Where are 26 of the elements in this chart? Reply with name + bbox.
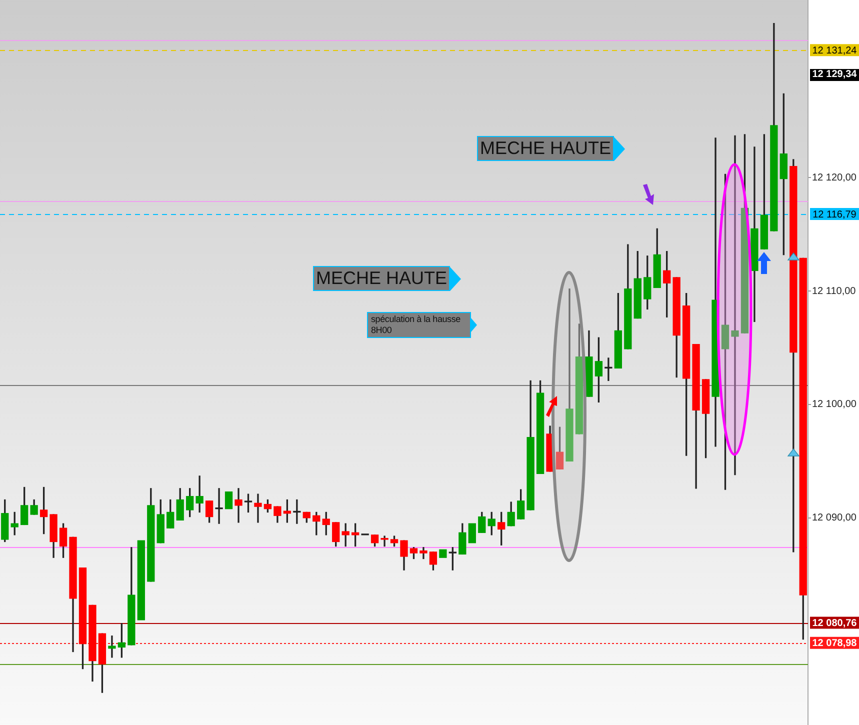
candlestick [468, 523, 476, 544]
text: 12 129,34 [810, 69, 859, 81]
y-tick-label: 12 110,00 [812, 286, 856, 297]
ref-line-label: 12 131,24 [812, 45, 858, 56]
annotation: spéculation à la hausse 8H00 [367, 312, 471, 338]
candlestick [215, 488, 223, 524]
candlestick [137, 540, 145, 620]
candlestick [234, 488, 242, 523]
y-tick-label: 12 090,00 [812, 512, 857, 524]
annotation: MECHE HAUTE [477, 136, 614, 161]
ref-line-label: 12 080,76 [812, 618, 858, 629]
ref-line-label: 12 078,98 [812, 638, 858, 650]
annotation: MECHE HAUTE [313, 266, 450, 291]
candlestick [439, 549, 447, 558]
candlestick [420, 547, 428, 560]
candlestick [224, 491, 233, 510]
candlestick [196, 476, 204, 513]
candlestick [750, 146, 758, 322]
ref-line-label: 12 116,79 [812, 209, 857, 220]
y-tick-label: 12 100,00 [812, 399, 857, 410]
candlestick [604, 358, 612, 381]
candlestick [731, 135, 739, 476]
candlestick [108, 636, 116, 658]
candlestick [380, 536, 388, 547]
candlestick [254, 494, 262, 523]
y-tick-label: 12 120,00 [812, 172, 857, 184]
